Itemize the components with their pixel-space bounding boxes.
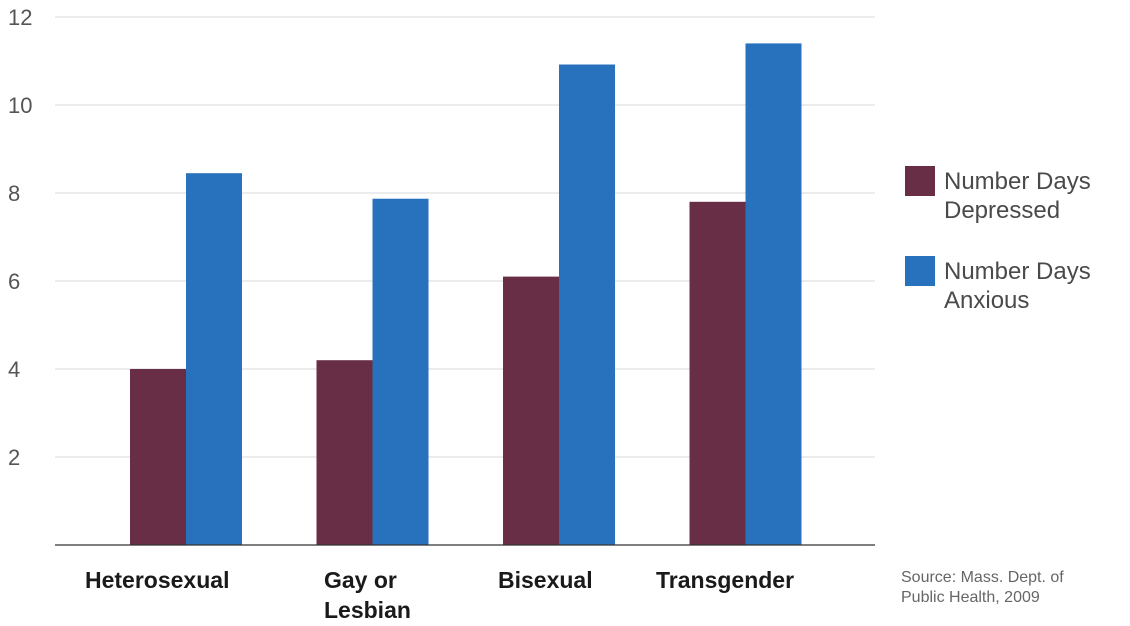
bar-depressed-1 xyxy=(316,360,373,545)
y-tick-label: 2 xyxy=(8,445,20,470)
bar-depressed-0 xyxy=(130,369,186,545)
legend-label-depressed: Number Days Depressed xyxy=(944,168,1091,224)
legend-swatch-anxious xyxy=(905,256,935,286)
y-tick-label: 4 xyxy=(8,357,20,382)
bar-anxious-2 xyxy=(559,64,615,546)
bar-depressed-2 xyxy=(503,276,559,545)
source-note: Source: Mass. Dept. of Public Health, 200… xyxy=(901,569,1064,606)
bar-anxious-3 xyxy=(745,43,802,546)
bars-layer xyxy=(130,43,802,546)
source-text: Source: Mass. Dept. of Public Health, 200… xyxy=(901,569,1064,606)
bar-anxious-1 xyxy=(372,198,429,545)
legend: Number Days Depressed Number Days Anxious xyxy=(905,166,1091,314)
x-tick-label: Transgender xyxy=(656,567,794,593)
x-tick-label: Bisexual xyxy=(498,567,593,593)
x-tick-label: Heterosexual xyxy=(85,567,229,593)
legend-swatch-depressed xyxy=(905,166,935,196)
bar-anxious-0 xyxy=(186,173,242,545)
y-tick-label: 12 xyxy=(8,5,32,30)
y-axis: 2 4 6 8 10 12 xyxy=(8,5,32,470)
y-tick-label: 8 xyxy=(8,181,20,206)
y-tick-label: 6 xyxy=(8,269,20,294)
bar-depressed-3 xyxy=(689,201,746,546)
x-tick-label: Gay or Lesbian xyxy=(324,567,411,623)
y-tick-label: 10 xyxy=(8,93,32,118)
x-axis: Heterosexual Gay or Lesbian Bisexual Transge… xyxy=(55,544,875,623)
legend-label-anxious: Number Days Anxious xyxy=(944,258,1091,314)
